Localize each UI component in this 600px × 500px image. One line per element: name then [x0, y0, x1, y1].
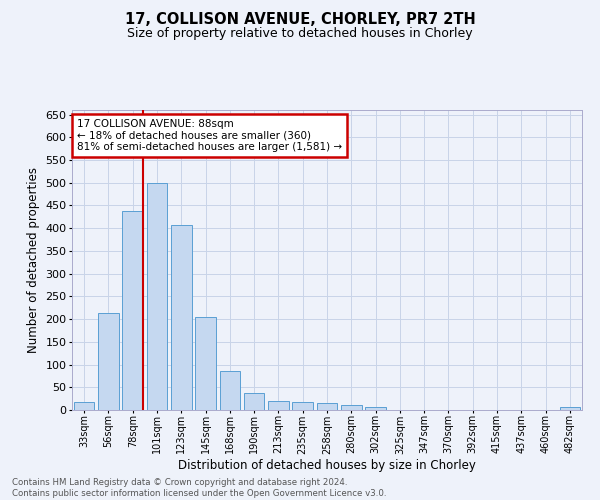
Bar [122, 212, 143, 410]
Y-axis label: Number of detached properties: Number of detached properties [27, 167, 40, 353]
Bar [195, 317, 216, 410]
Text: 17, COLLISON AVENUE, CHORLEY, PR7 2TH: 17, COLLISON AVENUE, CHORLEY, PR7 2TH [125, 12, 475, 28]
Bar [365, 408, 386, 410]
Bar [317, 403, 337, 410]
Text: Size of property relative to detached houses in Chorley: Size of property relative to detached ho… [127, 28, 473, 40]
Bar [560, 408, 580, 410]
Bar [268, 401, 289, 410]
Bar [74, 402, 94, 410]
Bar [244, 392, 265, 410]
Bar [220, 372, 240, 410]
Text: 17 COLLISON AVENUE: 88sqm
← 18% of detached houses are smaller (360)
81% of semi: 17 COLLISON AVENUE: 88sqm ← 18% of detac… [77, 119, 342, 152]
Text: Contains HM Land Registry data © Crown copyright and database right 2024.
Contai: Contains HM Land Registry data © Crown c… [12, 478, 386, 498]
Bar [292, 402, 313, 410]
Bar [146, 182, 167, 410]
Bar [341, 405, 362, 410]
Bar [171, 225, 191, 410]
Bar [98, 313, 119, 410]
X-axis label: Distribution of detached houses by size in Chorley: Distribution of detached houses by size … [178, 459, 476, 472]
